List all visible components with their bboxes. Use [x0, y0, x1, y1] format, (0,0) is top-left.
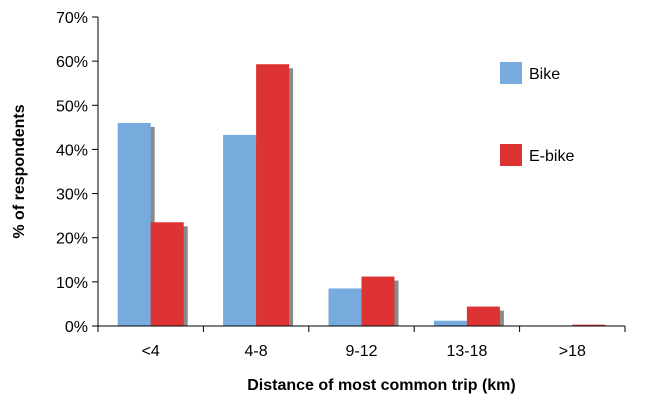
legend-swatch-e-bike [500, 144, 522, 166]
bar-e-bike-0 [150, 222, 184, 326]
y-axis-title: % of respondents [11, 104, 28, 238]
y-tick-label: 40% [56, 142, 88, 159]
bar-bike-0 [117, 122, 151, 326]
y-tick-label: 0% [65, 319, 88, 336]
x-axis-title: Distance of most common trip (km) [247, 377, 515, 394]
bar-bike-1 [223, 134, 257, 326]
bar-bike-3 [433, 320, 467, 326]
legend-label: Bike [529, 66, 560, 83]
y-tick-label: 30% [56, 187, 88, 204]
bar-e-bike-4 [572, 324, 606, 326]
y-tick-label: 50% [56, 98, 88, 115]
x-tick-label: <4 [142, 343, 160, 360]
x-tick-label: 13-18 [446, 343, 487, 360]
x-tick-label: >18 [559, 343, 586, 360]
bars [117, 64, 606, 327]
legend-swatch-bike [500, 62, 522, 84]
x-axis-ticks: <4 4-8 9-12 13-18 >18 [97, 326, 626, 360]
x-tick-label: 9-12 [345, 343, 377, 360]
axes [97, 17, 625, 327]
y-tick-label: 20% [56, 231, 88, 248]
legend-label: E-bike [529, 148, 574, 165]
y-tick-label: 10% [56, 275, 88, 292]
bar-e-bike-2 [361, 276, 395, 326]
bar-bike-2 [328, 288, 362, 326]
y-tick-label: 60% [56, 54, 88, 71]
legend: Bike E-bike [500, 62, 574, 166]
y-tick-label: 70% [56, 10, 88, 27]
x-tick-label: 4-8 [245, 343, 268, 360]
bar-e-bike-1 [256, 64, 290, 327]
bar-e-bike-3 [466, 306, 500, 326]
y-axis-ticks: 0% 10% 20% 30% 40% 50% 60% 70% [56, 10, 98, 336]
